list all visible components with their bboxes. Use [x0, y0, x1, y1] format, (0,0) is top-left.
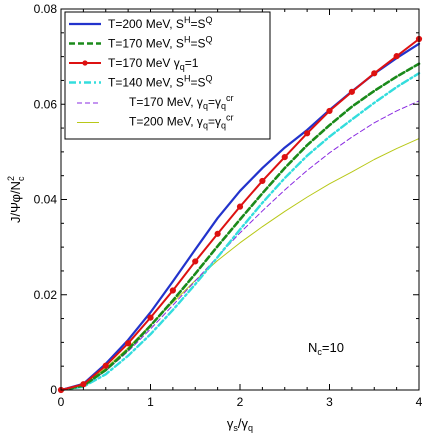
series-point-2 [259, 177, 266, 185]
series-point-2 [102, 362, 109, 369]
x-axis-label: γs/γq [227, 416, 253, 433]
x-tick-label: 3 [326, 395, 333, 409]
y-tick-label: 0.06 [34, 97, 58, 111]
y-tick-label: 0.08 [34, 2, 58, 16]
series-line-5 [60, 138, 420, 391]
series-line-3 [59, 72, 421, 392]
x-tick-label: 4 [416, 395, 423, 409]
series-point-2 [304, 130, 311, 137]
legend-box [64, 11, 271, 140]
axes-layer: 0 1 2 3 4 0 0.02 0.04 0.06 0.08 γs/γq J/Ψφ/N2c Nc=10 [6, 2, 423, 433]
series-point-2 [169, 287, 176, 294]
y-tick-label: 0.02 [34, 288, 58, 302]
legend-label-2: T=170 MeV γq=1 [108, 56, 199, 72]
series-point-2 [236, 203, 244, 210]
series-point-2 [147, 314, 154, 321]
series-point-2 [125, 340, 132, 347]
series-point-2 [326, 107, 333, 115]
legend-label-4: T=170 MeV, γq=γqcr [129, 93, 233, 111]
plot-layer [57, 35, 423, 394]
series-point-2 [393, 53, 400, 60]
series-point-2 [80, 381, 87, 388]
legend-label-5: T=200 MeV, γq=γqcr [129, 113, 233, 131]
y-tick-label: 0.04 [34, 193, 58, 207]
series-line-1 [59, 62, 421, 392]
y-tick-label: 0 [50, 383, 57, 397]
x-tick-label: 2 [237, 395, 244, 409]
legend-marker-2 [82, 60, 88, 66]
legend: T=200 MeV, SH=SQ T=170 MeV, SH=SQ T=170 Me… [64, 11, 271, 140]
x-tick-label: 0 [58, 395, 65, 409]
legend-label-3: T=140 MeV, SH=SQ [108, 74, 212, 90]
annotation-nc: Nc=10 [308, 340, 344, 357]
series-point-2 [214, 230, 221, 237]
series-point-2 [192, 258, 199, 265]
series-point-2 [281, 154, 288, 161]
series-point-2 [348, 88, 355, 95]
x-tick-label: 1 [147, 395, 154, 409]
y-axis-label: J/Ψφ/N2c [6, 176, 26, 223]
legend-label-1: T=170 MeV, SH=SQ [108, 35, 212, 51]
series-point-2 [371, 70, 378, 77]
legend-label-0: T=200 MeV, SH=SQ [108, 15, 212, 31]
